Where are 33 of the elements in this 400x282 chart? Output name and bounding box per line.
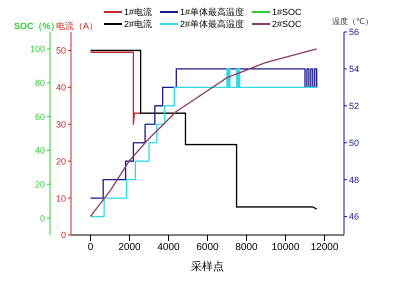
y3-tick-label: 20 — [34, 179, 45, 190]
y3-tick-label: 100 — [30, 44, 45, 54]
legend-label: 1#单体最高温度 — [180, 6, 244, 18]
y2-tick-label: 50 — [349, 138, 360, 148]
y-tick-label: 20 — [56, 156, 66, 166]
x-tick-label: 8000 — [235, 242, 258, 254]
legend-label: 1#SOC — [272, 7, 302, 17]
x-tick-label: 4000 — [157, 242, 180, 254]
x-tick-label: 0 — [88, 242, 94, 254]
x-tick-label: 10000 — [272, 242, 300, 254]
y2-tick-label: 46 — [349, 212, 360, 222]
legend-label: 2#SOC — [272, 19, 302, 29]
legend-label: 2#单体最高温度 — [180, 18, 244, 30]
x-tick-label: 12000 — [310, 242, 339, 254]
legend-label: 1#电流 — [124, 6, 152, 18]
y2-tick-label: 54 — [349, 64, 360, 74]
y2-axis-title: 温度（℃） — [332, 16, 373, 27]
y-tick-label: 10 — [56, 193, 66, 204]
y3-tick-label: 0 — [40, 213, 45, 224]
x-tick-label: 6000 — [196, 242, 220, 254]
y-tick-label: 30 — [56, 119, 66, 130]
y2-tick-label: 52 — [349, 101, 360, 112]
legend-label: 2#电流 — [124, 18, 152, 30]
x-axis-title: 采样点 — [191, 260, 224, 273]
y-tick-label: 40 — [56, 82, 66, 93]
y3-tick-label: 40 — [34, 146, 45, 156]
y2-tick-label: 48 — [349, 174, 360, 185]
y3-tick-label: 80 — [34, 78, 45, 88]
x-tick-label: 2000 — [118, 242, 142, 254]
y-tick-label: 0 — [60, 230, 66, 240]
y2-tick-label: 56 — [349, 27, 360, 38]
y3-tick-label: 60 — [34, 112, 45, 122]
y-tick-label: 50 — [56, 46, 66, 56]
